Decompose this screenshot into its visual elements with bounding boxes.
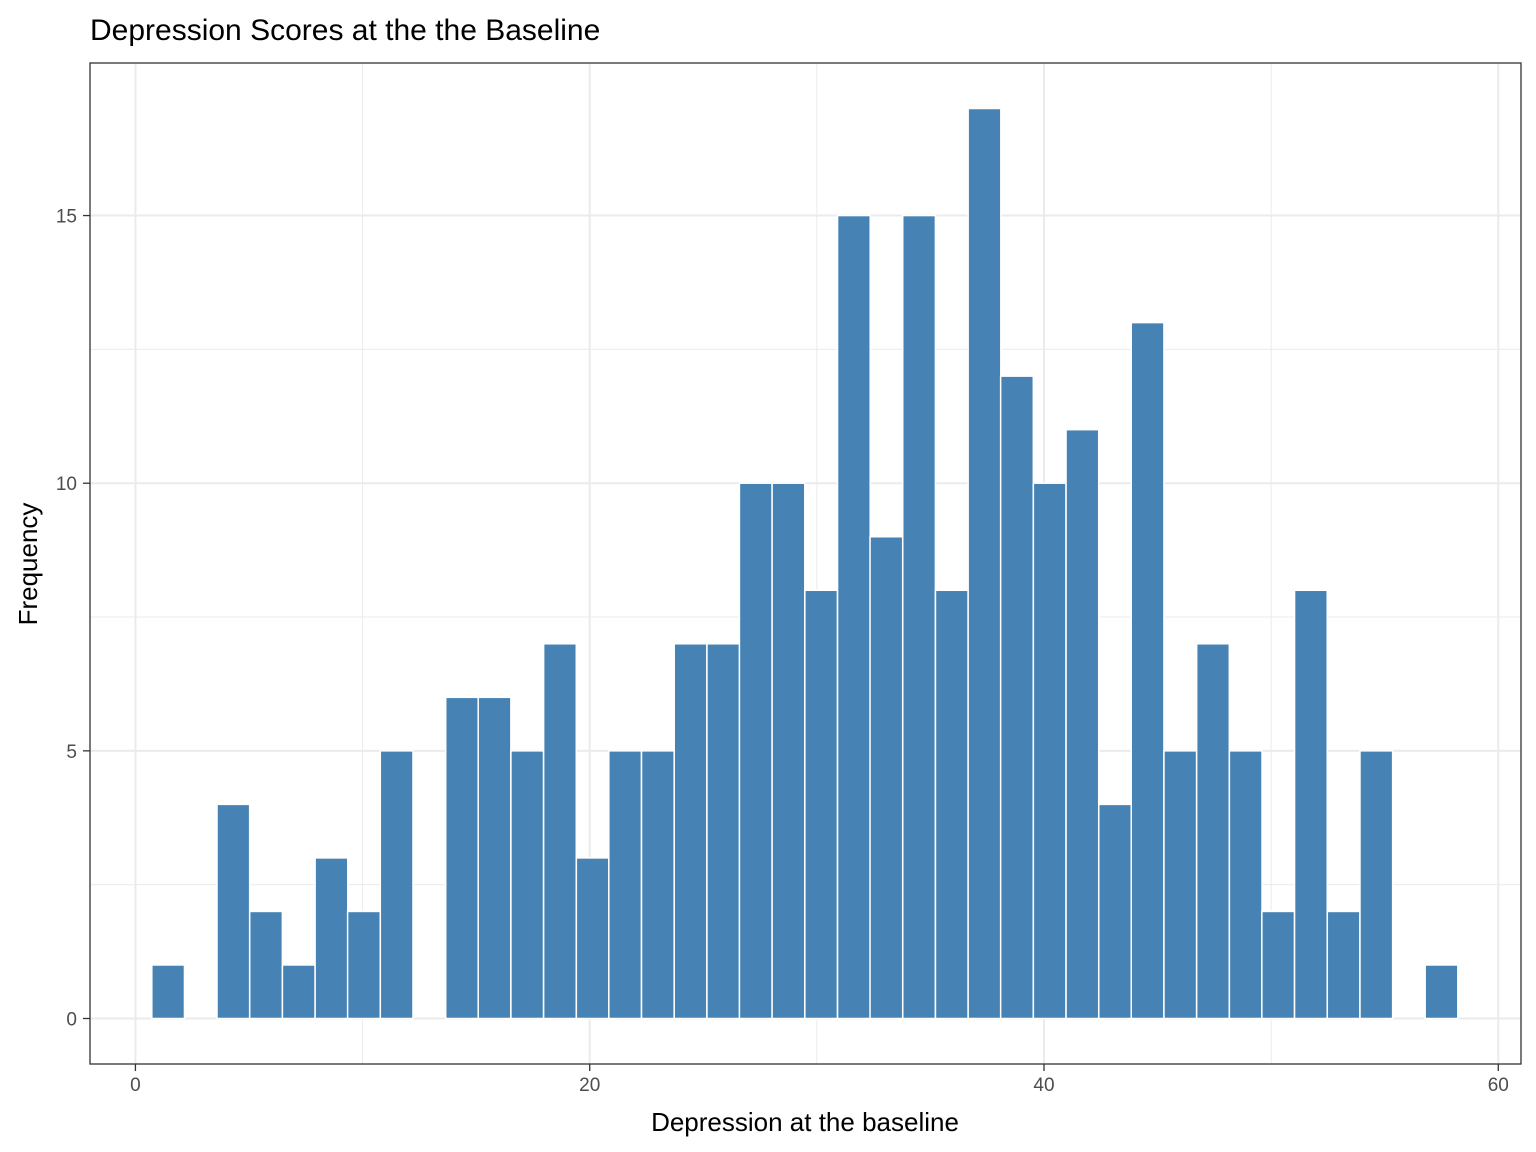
histogram-bar bbox=[1032, 482, 1067, 1020]
histogram-bar bbox=[248, 910, 284, 1020]
x-axis-ticks: 0 20 40 60 bbox=[130, 1064, 1509, 1096]
histogram-bar bbox=[151, 964, 186, 1020]
histogram-bar bbox=[1359, 750, 1394, 1020]
histogram-bar bbox=[836, 214, 871, 1020]
histogram-bar bbox=[706, 643, 741, 1020]
histogram-bar bbox=[640, 750, 675, 1020]
histogram-bar bbox=[804, 589, 839, 1020]
histogram-bar bbox=[1261, 910, 1296, 1020]
histogram-bar bbox=[444, 696, 480, 1020]
histogram-bar bbox=[1163, 750, 1198, 1020]
histogram-bar bbox=[1293, 589, 1328, 1020]
histogram-bar bbox=[216, 803, 251, 1020]
y-tick-label: 0 bbox=[66, 1010, 77, 1031]
histogram-bar bbox=[1130, 321, 1165, 1020]
y-axis-ticks: 0 5 10 15 bbox=[56, 207, 90, 1031]
y-tick-label: 15 bbox=[56, 207, 77, 228]
histogram-bar bbox=[477, 696, 512, 1020]
histogram-bar bbox=[1424, 964, 1459, 1020]
x-tick-label: 20 bbox=[579, 1075, 600, 1096]
histogram-bar bbox=[379, 750, 414, 1020]
y-axis-title: Frequency bbox=[13, 503, 43, 626]
histogram-bar bbox=[1065, 428, 1100, 1020]
histogram-bar bbox=[314, 857, 349, 1020]
histogram-bar bbox=[673, 643, 708, 1020]
histogram-bar bbox=[510, 750, 545, 1020]
histogram-bar bbox=[542, 643, 578, 1020]
x-tick-label: 60 bbox=[1488, 1075, 1509, 1096]
histogram-bar bbox=[771, 482, 806, 1020]
histogram-bar bbox=[934, 589, 969, 1020]
histogram-bar bbox=[1098, 803, 1133, 1020]
y-tick-label: 5 bbox=[66, 742, 77, 763]
histogram-bar bbox=[738, 482, 773, 1020]
x-axis-title: Depression at the baseline bbox=[651, 1107, 959, 1137]
histogram-bar bbox=[608, 750, 643, 1020]
histogram-bars bbox=[151, 107, 1459, 1020]
y-tick-label: 10 bbox=[56, 474, 77, 495]
histogram-bar bbox=[281, 964, 316, 1020]
histogram-bar bbox=[999, 375, 1035, 1020]
histogram-bar bbox=[901, 214, 937, 1020]
histogram-bar bbox=[869, 535, 904, 1020]
histogram-bar bbox=[967, 107, 1002, 1020]
histogram-bar bbox=[1228, 750, 1263, 1020]
histogram-bar bbox=[1195, 643, 1231, 1020]
histogram-bar bbox=[575, 857, 610, 1020]
x-tick-label: 0 bbox=[130, 1075, 141, 1096]
histogram-bar bbox=[1326, 910, 1361, 1020]
panel-border bbox=[89, 62, 1522, 1065]
chart-title: Depression Scores at the the Baseline bbox=[90, 14, 600, 47]
histogram-bar bbox=[346, 910, 382, 1020]
x-tick-label: 40 bbox=[1033, 1075, 1054, 1096]
